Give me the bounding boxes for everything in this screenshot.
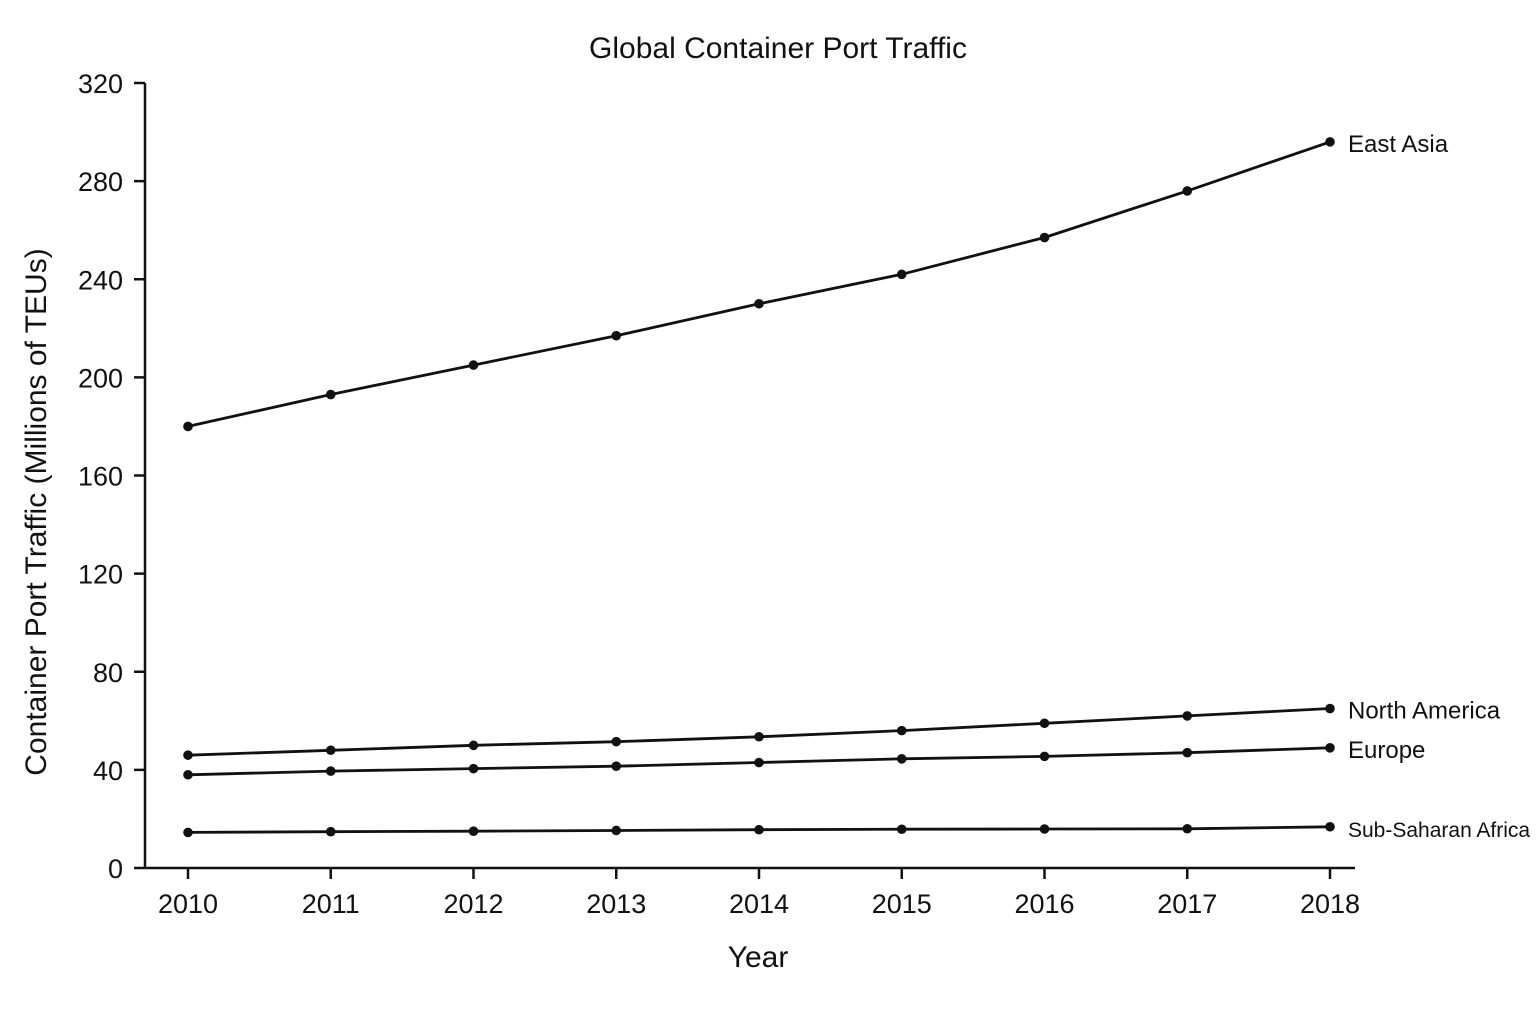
series-line-north-america xyxy=(187,707,1331,757)
data-point-sub-saharan-africa xyxy=(754,824,764,835)
data-point-europe xyxy=(325,766,336,776)
data-point-north-america xyxy=(611,736,622,747)
x-tick-label: 2015 xyxy=(872,889,932,919)
data-point-east-asia xyxy=(896,269,907,280)
y-tick-label: 120 xyxy=(78,560,123,590)
x-tick-label: 2013 xyxy=(586,889,646,919)
x-tick-label: 2014 xyxy=(729,889,789,919)
data-point-east-asia xyxy=(183,421,193,432)
y-tick-label: 320 xyxy=(78,69,123,99)
data-point-north-america xyxy=(896,725,907,736)
series-label-sub-saharan-africa: Sub-Saharan Africa xyxy=(1348,819,1530,842)
x-axis-ticks: 2010 2011 2012 2013 2014 2015 2016 2017 2018 xyxy=(158,868,1360,919)
data-point-north-america xyxy=(468,740,479,751)
data-point-north-america xyxy=(1325,703,1335,714)
data-point-north-america xyxy=(1039,718,1050,729)
x-tick-label: 2010 xyxy=(158,889,218,919)
series-north-america: North America xyxy=(183,698,1501,760)
data-point-europe xyxy=(1182,747,1193,758)
y-tick-label: 240 xyxy=(78,265,123,295)
data-point-east-asia xyxy=(1182,186,1193,196)
data-point-north-america xyxy=(183,750,193,760)
data-point-east-asia xyxy=(1325,137,1335,147)
x-axis-title: Year xyxy=(728,941,789,974)
data-point-east-asia xyxy=(611,330,622,341)
x-tick-label: 2011 xyxy=(302,889,360,919)
y-tick-label: 80 xyxy=(93,658,123,688)
data-point-europe xyxy=(1325,742,1335,753)
series-label-east-asia: East Asia xyxy=(1348,131,1449,158)
data-point-sub-saharan-africa xyxy=(468,826,479,837)
data-point-europe xyxy=(896,754,907,764)
x-tick-label: 2016 xyxy=(1014,889,1074,919)
data-point-north-america xyxy=(754,731,764,742)
data-point-sub-saharan-africa xyxy=(611,825,622,836)
data-point-sub-saharan-africa xyxy=(896,824,907,835)
y-axis-ticks: 0 40 80 120 160 200 240 280 320 xyxy=(78,69,145,884)
data-point-east-asia xyxy=(468,360,479,370)
series-label-north-america: North America xyxy=(1348,698,1501,725)
x-tick-label: 2017 xyxy=(1157,889,1217,919)
data-point-sub-saharan-africa xyxy=(183,827,193,838)
series-group: East Asia North America Europe Sub-Saharan … xyxy=(183,131,1530,842)
series-europe: Europe xyxy=(183,737,1425,780)
data-point-sub-saharan-africa xyxy=(1039,824,1050,834)
data-point-east-asia xyxy=(754,298,764,309)
data-point-east-asia xyxy=(1039,232,1050,243)
y-tick-label: 160 xyxy=(78,462,123,492)
chart-title: Global Container Port Traffic xyxy=(589,32,967,65)
data-point-east-asia xyxy=(325,389,336,400)
data-point-europe xyxy=(468,763,479,774)
data-point-europe xyxy=(611,761,622,771)
data-point-sub-saharan-africa xyxy=(325,826,336,837)
data-point-north-america xyxy=(325,745,336,756)
data-point-europe xyxy=(183,769,193,780)
x-tick-label: 2018 xyxy=(1300,889,1360,919)
y-tick-label: 40 xyxy=(93,756,123,786)
series-line-east-asia xyxy=(187,140,1331,428)
data-point-sub-saharan-africa xyxy=(1325,821,1335,832)
y-axis-title: Container Port Traffic (Millions of TEUs… xyxy=(20,248,53,775)
data-point-europe xyxy=(1039,751,1050,762)
data-point-north-america xyxy=(1182,711,1193,721)
x-tick-label: 2012 xyxy=(443,889,503,919)
y-tick-label: 280 xyxy=(78,167,123,197)
series-sub-saharan-africa: Sub-Saharan Africa xyxy=(183,819,1530,842)
series-label-europe: Europe xyxy=(1348,737,1425,764)
data-point-sub-saharan-africa xyxy=(1182,823,1193,834)
y-tick-label: 200 xyxy=(78,363,123,393)
y-tick-label: 0 xyxy=(108,854,123,884)
data-point-europe xyxy=(754,757,764,768)
series-east-asia: East Asia xyxy=(183,131,1449,432)
